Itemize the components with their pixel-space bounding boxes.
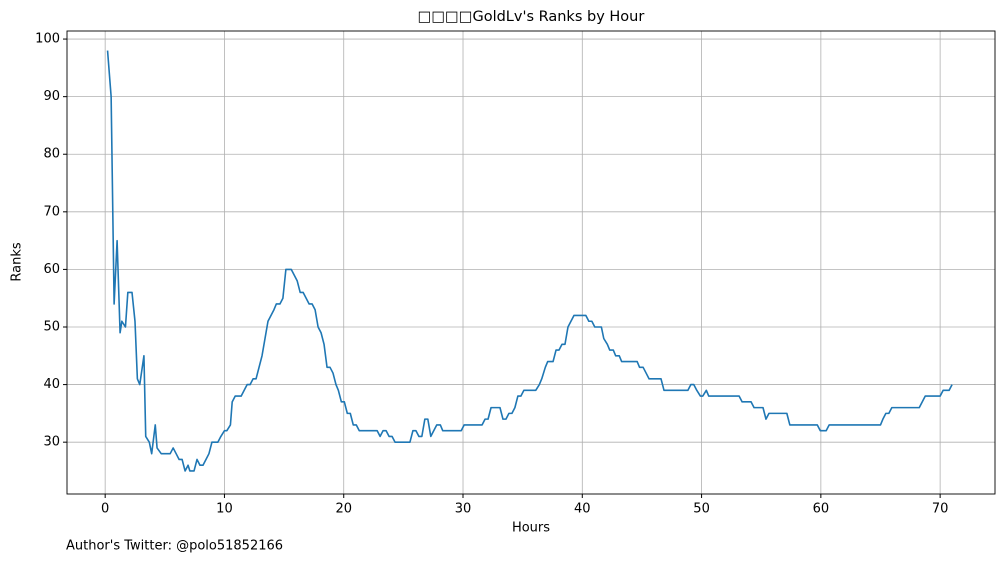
- chart-title: □□□□GoldLv's Ranks by Hour: [418, 9, 645, 25]
- x-tick-label: 50: [693, 502, 710, 517]
- x-tick-label: 20: [335, 502, 352, 517]
- x-tick-label: 70: [932, 502, 949, 517]
- x-tick-label: 40: [574, 502, 591, 517]
- x-tick-label: 30: [455, 502, 472, 517]
- y-tick-label: 40: [43, 377, 60, 392]
- y-tick-label: 90: [43, 89, 60, 104]
- y-tick-label: 80: [43, 147, 60, 162]
- x-tick-label: 10: [216, 502, 233, 517]
- x-axis-label: Hours: [512, 521, 550, 536]
- x-tick-label: 0: [101, 502, 109, 517]
- plot-frame: [66, 30, 996, 495]
- y-axis-label: Ranks: [10, 242, 25, 281]
- y-tick-label: 100: [35, 32, 60, 47]
- y-tick-label: 60: [43, 262, 60, 277]
- line-series: [106, 50, 953, 472]
- y-tick-label: 70: [43, 204, 60, 219]
- footnote: Author's Twitter: @polo51852166: [66, 539, 283, 554]
- x-tick-label: 60: [813, 502, 830, 517]
- y-tick-label: 30: [43, 435, 60, 450]
- y-tick-label: 50: [43, 319, 60, 334]
